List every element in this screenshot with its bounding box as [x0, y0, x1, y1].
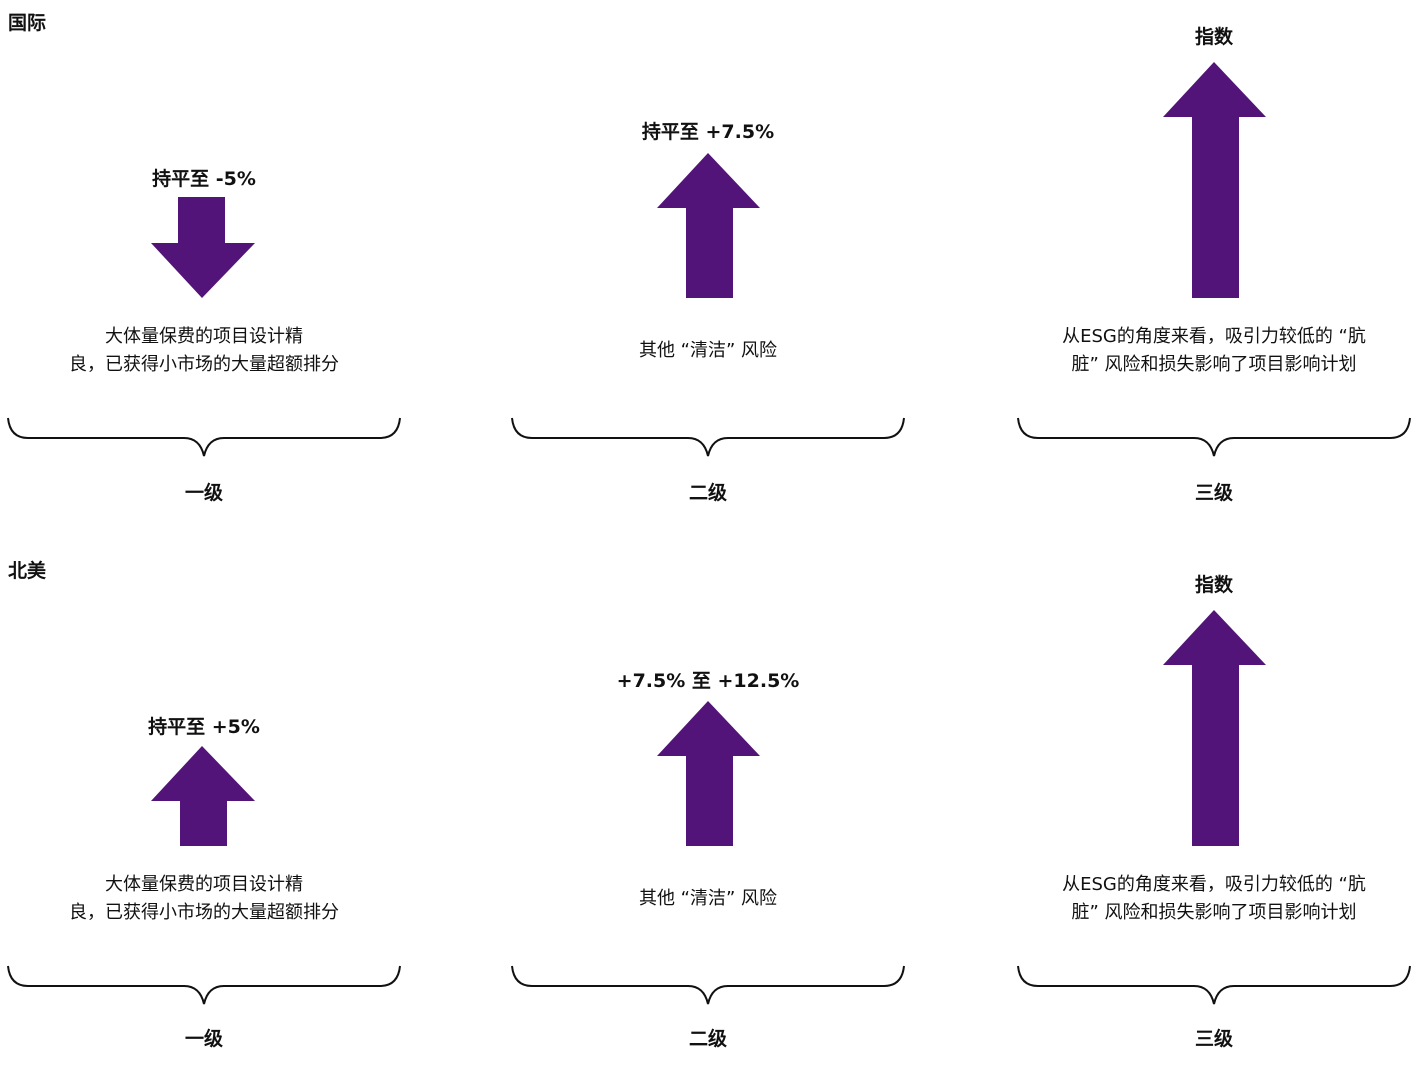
column-tier1-international: 持平至 -5% 大体量保费的项目设计精 良，已获得小市场的大量超额排分 一级 [4, 0, 404, 520]
tier-level-label: 二级 [688, 1028, 727, 1050]
description-line: 其他 “清洁” 风险 [638, 340, 778, 361]
up-arrow-icon [657, 701, 760, 846]
arrow-label: 指数 [1194, 574, 1233, 596]
description-line: 良，已获得小市场的大量超额排分 [69, 354, 339, 375]
arrow-label: 持平至 -5% [152, 168, 256, 190]
description-line: 大体量保费的项目设计精 [105, 326, 303, 347]
curly-brace-icon [1017, 417, 1411, 457]
down-arrow-icon [151, 197, 255, 298]
description-line: 其他 “清洁” 风险 [638, 888, 778, 909]
column-tier2-north-america: +7.5% 至 +12.5% 其他 “清洁” 风险 二级 [508, 548, 908, 1068]
curly-brace-icon [7, 965, 401, 1005]
tier-description: 从ESG的角度来看，吸引力较低的 “肮 脏” 风险和损失影响了项目影响计划 [1024, 867, 1404, 931]
arrow-label: 指数 [1194, 26, 1233, 48]
arrow-label: 持平至 +5% [148, 716, 260, 738]
description-line: 脏” 风险和损失影响了项目影响计划 [1071, 354, 1357, 375]
column-tier1-north-america: 持平至 +5% 大体量保费的项目设计精 良，已获得小市场的大量超额排分 一级 [4, 548, 404, 1068]
description-line: 良，已获得小市场的大量超额排分 [69, 902, 339, 923]
tier-description: 大体量保费的项目设计精 良，已获得小市场的大量超额排分 [14, 867, 394, 931]
arrow-label: +7.5% 至 +12.5% [616, 670, 800, 692]
curly-brace-icon [1017, 965, 1411, 1005]
section-title-north-america: 北美 [8, 560, 47, 582]
description-line: 从ESG的角度来看，吸引力较低的 “肮 [1062, 874, 1366, 895]
curly-brace-icon [7, 417, 401, 457]
curly-brace-icon [511, 417, 905, 457]
description-line: 从ESG的角度来看，吸引力较低的 “肮 [1062, 326, 1366, 347]
up-arrow-icon [657, 153, 760, 298]
up-arrow-icon [1163, 62, 1266, 298]
tier-description: 其他 “清洁” 风险 [518, 867, 898, 931]
up-arrow-icon [1163, 610, 1266, 846]
description-line: 大体量保费的项目设计精 [105, 874, 303, 895]
tier-level-label: 一级 [184, 482, 223, 504]
tier-level-label: 三级 [1194, 1028, 1233, 1050]
curly-brace-icon [511, 965, 905, 1005]
tier-level-label: 一级 [184, 1028, 223, 1050]
tier-level-label: 三级 [1194, 482, 1233, 504]
column-tier2-international: 持平至 +7.5% 其他 “清洁” 风险 二级 [508, 0, 908, 520]
tier-description: 从ESG的角度来看，吸引力较低的 “肮 脏” 风险和损失影响了项目影响计划 [1024, 319, 1404, 383]
column-tier3-north-america: 指数 从ESG的角度来看，吸引力较低的 “肮 脏” 风险和损失影响了项目影响计划… [1014, 548, 1414, 1068]
up-arrow-icon [151, 746, 255, 846]
description-line: 脏” 风险和损失影响了项目影响计划 [1071, 902, 1357, 923]
tier-description: 其他 “清洁” 风险 [518, 319, 898, 383]
section-title-international: 国际 [8, 12, 47, 34]
tier-description: 大体量保费的项目设计精 良，已获得小市场的大量超额排分 [14, 319, 394, 383]
arrow-label: 持平至 +7.5% [641, 121, 775, 143]
tier-level-label: 二级 [688, 482, 727, 504]
column-tier3-international: 指数 从ESG的角度来看，吸引力较低的 “肮 脏” 风险和损失影响了项目影响计划… [1014, 0, 1414, 520]
